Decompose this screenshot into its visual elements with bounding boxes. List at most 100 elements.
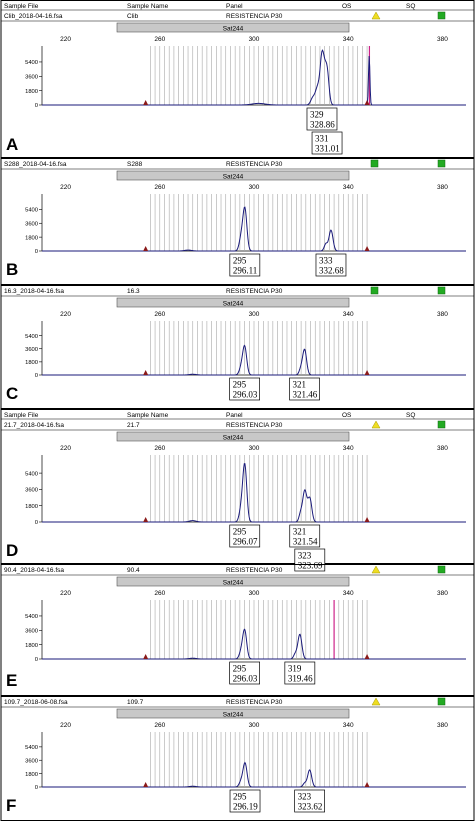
x-tick-label: 380 xyxy=(437,311,448,318)
panel-name: RESISTENCIA P30 xyxy=(226,699,283,706)
y-tick-label: 5400 xyxy=(25,60,38,66)
baseline-marker-icon xyxy=(143,370,149,375)
panel-frame xyxy=(0,409,475,564)
x-tick-label: 260 xyxy=(154,445,165,452)
baseline-marker-icon xyxy=(143,100,149,105)
x-tick-label: 260 xyxy=(154,590,165,597)
y-tick-label: 3600 xyxy=(25,221,38,227)
allele-call-box xyxy=(306,107,338,131)
baseline-marker-icon xyxy=(364,100,370,105)
panel-letter: C xyxy=(6,384,18,403)
panel-name: RESISTENCIA P30 xyxy=(226,13,283,20)
x-tick-label: 380 xyxy=(437,184,448,191)
x-tick-label: 260 xyxy=(154,184,165,191)
allele-call-value: 295 xyxy=(233,527,247,537)
allele-call-value: 321 xyxy=(293,527,307,537)
marker-bar xyxy=(116,170,350,181)
y-tick-label: 5400 xyxy=(25,745,38,751)
sq-status-pass-icon xyxy=(437,11,446,20)
panel-letter: A xyxy=(6,135,18,154)
panel-frame xyxy=(0,564,475,696)
allele-call-value: 323 xyxy=(298,551,312,561)
chart-panel-e: 90.4_2018-04-16.fsa 90.4 RESISTENCIA P30 Sa… xyxy=(0,564,475,696)
sq-status-pass-icon xyxy=(437,420,446,429)
fluorescence-trace xyxy=(42,463,466,523)
marker-bar xyxy=(116,22,350,33)
allele-call-box xyxy=(229,524,261,548)
baseline-marker-icon xyxy=(364,370,370,375)
x-tick-label: 300 xyxy=(249,311,260,318)
x-tick-label: 300 xyxy=(249,445,260,452)
panel-frame xyxy=(0,285,475,409)
y-tick-label: 3600 xyxy=(25,488,38,494)
marker-name: Sat244 xyxy=(223,26,244,33)
allele-size-value: 296.03 xyxy=(233,390,258,400)
allele-call-value: 331 xyxy=(315,134,329,144)
sq-status-pass-icon xyxy=(437,286,446,295)
sample-file-name: 16.3_2018-04-16.fsa xyxy=(4,288,64,295)
os-status-pass-icon xyxy=(370,159,379,168)
x-tick-label: 340 xyxy=(343,36,354,43)
panel-frame xyxy=(0,0,475,158)
x-tick-label: 260 xyxy=(154,311,165,318)
os-status-warning-icon xyxy=(371,565,381,574)
y-tick-label: 5400 xyxy=(25,614,38,620)
allele-call-box xyxy=(284,661,316,685)
allele-size-value: 321.54 xyxy=(293,537,318,547)
sample-name: 90.4 xyxy=(127,567,140,574)
panel-letter: D xyxy=(6,541,18,560)
allele-call-box xyxy=(229,253,261,277)
x-tick-label: 300 xyxy=(249,36,260,43)
baseline-marker-icon xyxy=(143,517,149,522)
y-tick-label: 0 xyxy=(35,103,38,109)
x-tick-label: 380 xyxy=(437,590,448,597)
column-header-sq: SQ xyxy=(406,412,415,419)
allele-size-value: 332.68 xyxy=(319,266,344,276)
chart-panel-c: 16.3_2018-04-16.fsa 16.3 RESISTENCIA P30 Sa… xyxy=(0,285,475,409)
marker-bar xyxy=(116,431,350,442)
baseline-marker-icon xyxy=(364,782,370,787)
allele-call-value: 333 xyxy=(319,256,333,266)
column-header-panel: Panel xyxy=(226,412,243,419)
x-tick-label: 340 xyxy=(343,590,354,597)
y-tick-label: 3600 xyxy=(25,758,38,764)
sample-file-name: S288_2018-04-16.fsa xyxy=(4,161,67,168)
x-tick-label: 260 xyxy=(154,722,165,729)
x-tick-label: 300 xyxy=(249,590,260,597)
allele-call-box xyxy=(311,131,343,155)
y-tick-label: 0 xyxy=(35,373,38,379)
fluorescence-trace xyxy=(42,628,466,660)
allele-call-value: 295 xyxy=(233,664,247,674)
x-tick-label: 220 xyxy=(60,36,71,43)
fluorescence-trace xyxy=(42,344,466,376)
sq-status-pass-icon xyxy=(437,159,446,168)
chart-panel-b: S288_2018-04-16.fsa S288 RESISTENCIA P30 Sa… xyxy=(0,158,475,285)
y-tick-label: 0 xyxy=(35,249,38,255)
marker-bar xyxy=(116,708,350,719)
sample-name: S288 xyxy=(127,161,143,168)
allele-call-box xyxy=(294,789,325,813)
column-header-os: OS xyxy=(342,412,352,419)
panel-name: RESISTENCIA P30 xyxy=(226,422,283,429)
allele-size-value: 323.62 xyxy=(298,802,323,812)
column-header-os: OS xyxy=(342,3,352,10)
column-header-sample-name: Sample Name xyxy=(127,412,169,419)
y-tick-label: 3600 xyxy=(25,628,38,634)
sq-status-pass-icon xyxy=(437,565,446,574)
allele-call-box xyxy=(289,377,320,401)
fluorescence-trace xyxy=(42,206,466,252)
allele-size-value: 319.46 xyxy=(288,674,313,684)
y-tick-label: 5400 xyxy=(25,208,38,214)
sample-name: 21.7 xyxy=(127,422,140,429)
baseline-marker-icon xyxy=(143,246,149,251)
